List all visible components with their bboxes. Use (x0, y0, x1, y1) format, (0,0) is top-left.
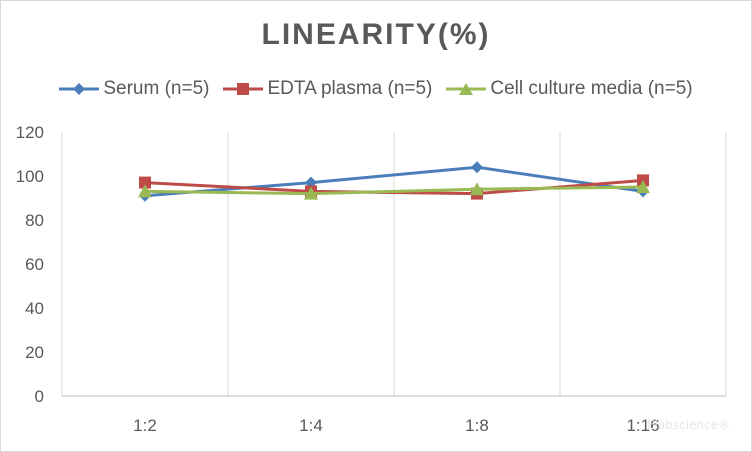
data-point (471, 161, 483, 174)
series-line-0 (144, 165, 644, 198)
series-line-2 (144, 185, 644, 196)
legend-label-cell-culture-media: Cell culture media (n=5) (490, 78, 693, 99)
watermark: Elabscience® (646, 418, 730, 432)
x-tick-label: 1:4 (299, 416, 323, 435)
y-tick-label: 40 (25, 299, 44, 318)
data-point (636, 180, 650, 193)
legend-marker-serum (59, 83, 100, 95)
legend-marker-cell-culture-media (446, 83, 487, 95)
legend-label-edta-plasma: EDTA plasma (n=5) (267, 78, 433, 99)
x-tick-label: 1:2 (133, 416, 157, 435)
chart-title: LINEARITY(%) (261, 18, 491, 51)
y-tick-label: 0 (35, 387, 44, 406)
y-tick-label: 80 (25, 211, 44, 230)
legend-item-cell-culture-media: Cell culture media (n=5) (446, 78, 693, 100)
x-tick-label: 1:8 (465, 416, 489, 435)
y-tick-label: 60 (25, 255, 44, 274)
data-point (304, 186, 318, 200)
legend-label-serum: Serum (n=5) (103, 78, 210, 99)
y-tick-label: 20 (25, 343, 44, 362)
chart-legend: Serum (n=5) EDTA plasma (n=5) Cell cultu… (0, 78, 752, 100)
data-point (470, 182, 484, 196)
y-tick-label: 120 (16, 123, 44, 142)
data-point (139, 176, 151, 189)
y-tick-label: 100 (16, 167, 44, 186)
x-tick-label: 1:16 (626, 416, 659, 435)
legend-item-serum: Serum (n=5) (59, 78, 209, 100)
legend-item-edta-plasma: EDTA plasma (n=5) (223, 78, 432, 100)
legend-marker-edta-plasma (223, 83, 264, 95)
data-point (138, 184, 152, 198)
